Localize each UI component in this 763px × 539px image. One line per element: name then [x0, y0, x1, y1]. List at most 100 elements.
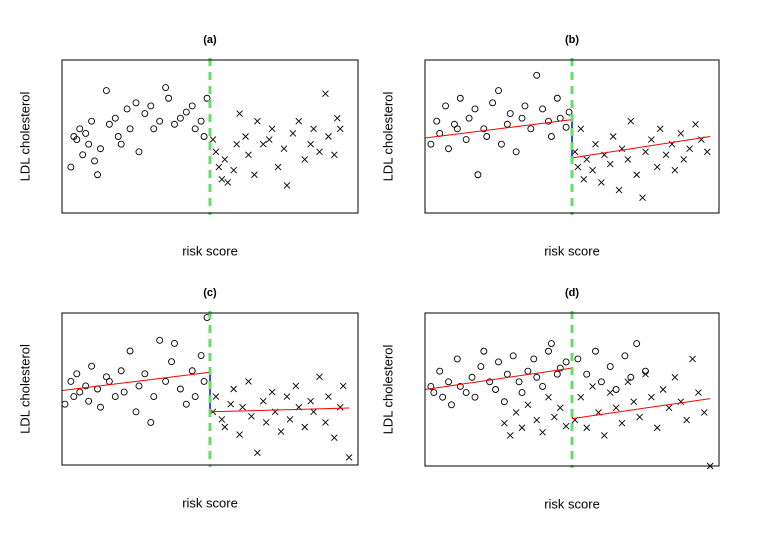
circle-point	[500, 398, 508, 406]
panel-title: (a)	[203, 34, 217, 46]
x-point	[574, 163, 582, 171]
x-point	[506, 432, 514, 439]
x-point	[230, 385, 237, 393]
fit-line	[209, 407, 350, 413]
circle-point	[468, 373, 476, 381]
x-point	[630, 398, 638, 406]
circle-point	[453, 355, 461, 363]
x-point	[254, 117, 261, 125]
circle-point	[633, 340, 641, 348]
circle-point	[123, 105, 131, 113]
circle-point	[188, 367, 196, 375]
circle-point	[67, 163, 75, 171]
x-point	[277, 428, 285, 435]
circle-point	[427, 140, 435, 148]
circle-point	[492, 386, 500, 393]
circle-point	[489, 99, 497, 107]
x-point	[268, 388, 276, 396]
circle-point	[120, 388, 128, 396]
circle-point	[456, 382, 464, 390]
x-point	[236, 110, 243, 117]
circle-point	[105, 120, 113, 128]
circle-point	[76, 125, 84, 133]
circle-point	[436, 367, 444, 375]
x-point	[274, 163, 282, 171]
x-point	[345, 454, 353, 461]
fit-line	[61, 371, 211, 392]
x-point	[325, 133, 332, 140]
circle-point	[135, 382, 143, 390]
circle-point	[141, 370, 149, 378]
x-point	[283, 393, 291, 400]
x-point	[227, 400, 235, 408]
circle-point	[512, 148, 520, 156]
circle-point	[515, 378, 523, 386]
circle-point	[73, 136, 81, 144]
x-point	[686, 145, 693, 153]
circle-point	[79, 151, 87, 159]
circle-point	[574, 355, 582, 363]
circle-point	[111, 114, 119, 122]
circle-point	[612, 386, 620, 393]
circle-point	[147, 102, 155, 110]
x-point	[336, 403, 344, 411]
x-point	[580, 176, 588, 183]
plot-frame	[424, 59, 720, 214]
x-point	[577, 125, 585, 133]
x-axis-label: risk score	[182, 243, 238, 258]
circle-point	[162, 377, 170, 385]
circle-point	[642, 367, 649, 375]
x-point	[301, 156, 309, 163]
x-point	[221, 156, 229, 163]
plot-frame	[61, 312, 359, 466]
x-point	[624, 378, 632, 386]
circle-point	[465, 114, 473, 122]
circle-point	[171, 339, 178, 347]
x-point	[624, 156, 632, 163]
x-point	[221, 423, 229, 431]
circle-point	[462, 136, 470, 144]
circle-point	[621, 352, 629, 360]
x-point	[656, 125, 664, 133]
x-point	[683, 416, 690, 424]
circle-point	[471, 105, 479, 113]
circle-point	[442, 102, 450, 110]
circle-point	[503, 370, 511, 378]
panel-title: (b)	[565, 34, 579, 46]
circle-point	[509, 352, 517, 360]
fit-line	[424, 119, 573, 139]
x-point	[689, 355, 696, 363]
circle-point	[156, 117, 164, 125]
x-point	[589, 383, 596, 390]
circle-point	[495, 87, 502, 95]
x-point	[259, 397, 267, 405]
circle-point	[521, 102, 529, 110]
x-point	[265, 136, 273, 143]
circle-point	[462, 389, 470, 397]
circle-point	[176, 385, 184, 393]
x-axis-label: risk score	[182, 495, 238, 510]
x-point	[598, 179, 605, 186]
x-point	[286, 416, 294, 423]
circle-point	[188, 102, 196, 110]
circle-point	[168, 358, 175, 366]
circle-point	[518, 389, 526, 397]
circle-point	[200, 133, 208, 140]
x-point	[671, 166, 679, 174]
x-point	[612, 404, 620, 412]
x-point	[295, 117, 303, 125]
x-point	[251, 171, 258, 179]
x-point	[618, 419, 626, 427]
x-point	[316, 148, 323, 156]
x-point	[310, 408, 317, 416]
circle-point	[197, 117, 205, 125]
circle-point	[433, 117, 441, 125]
circle-point	[94, 171, 101, 179]
x-axis-label: risk score	[544, 243, 600, 258]
circle-point	[182, 108, 190, 116]
circle-point	[203, 94, 211, 102]
x-point	[615, 186, 623, 194]
circle-point	[200, 377, 208, 385]
x-point	[562, 422, 570, 430]
